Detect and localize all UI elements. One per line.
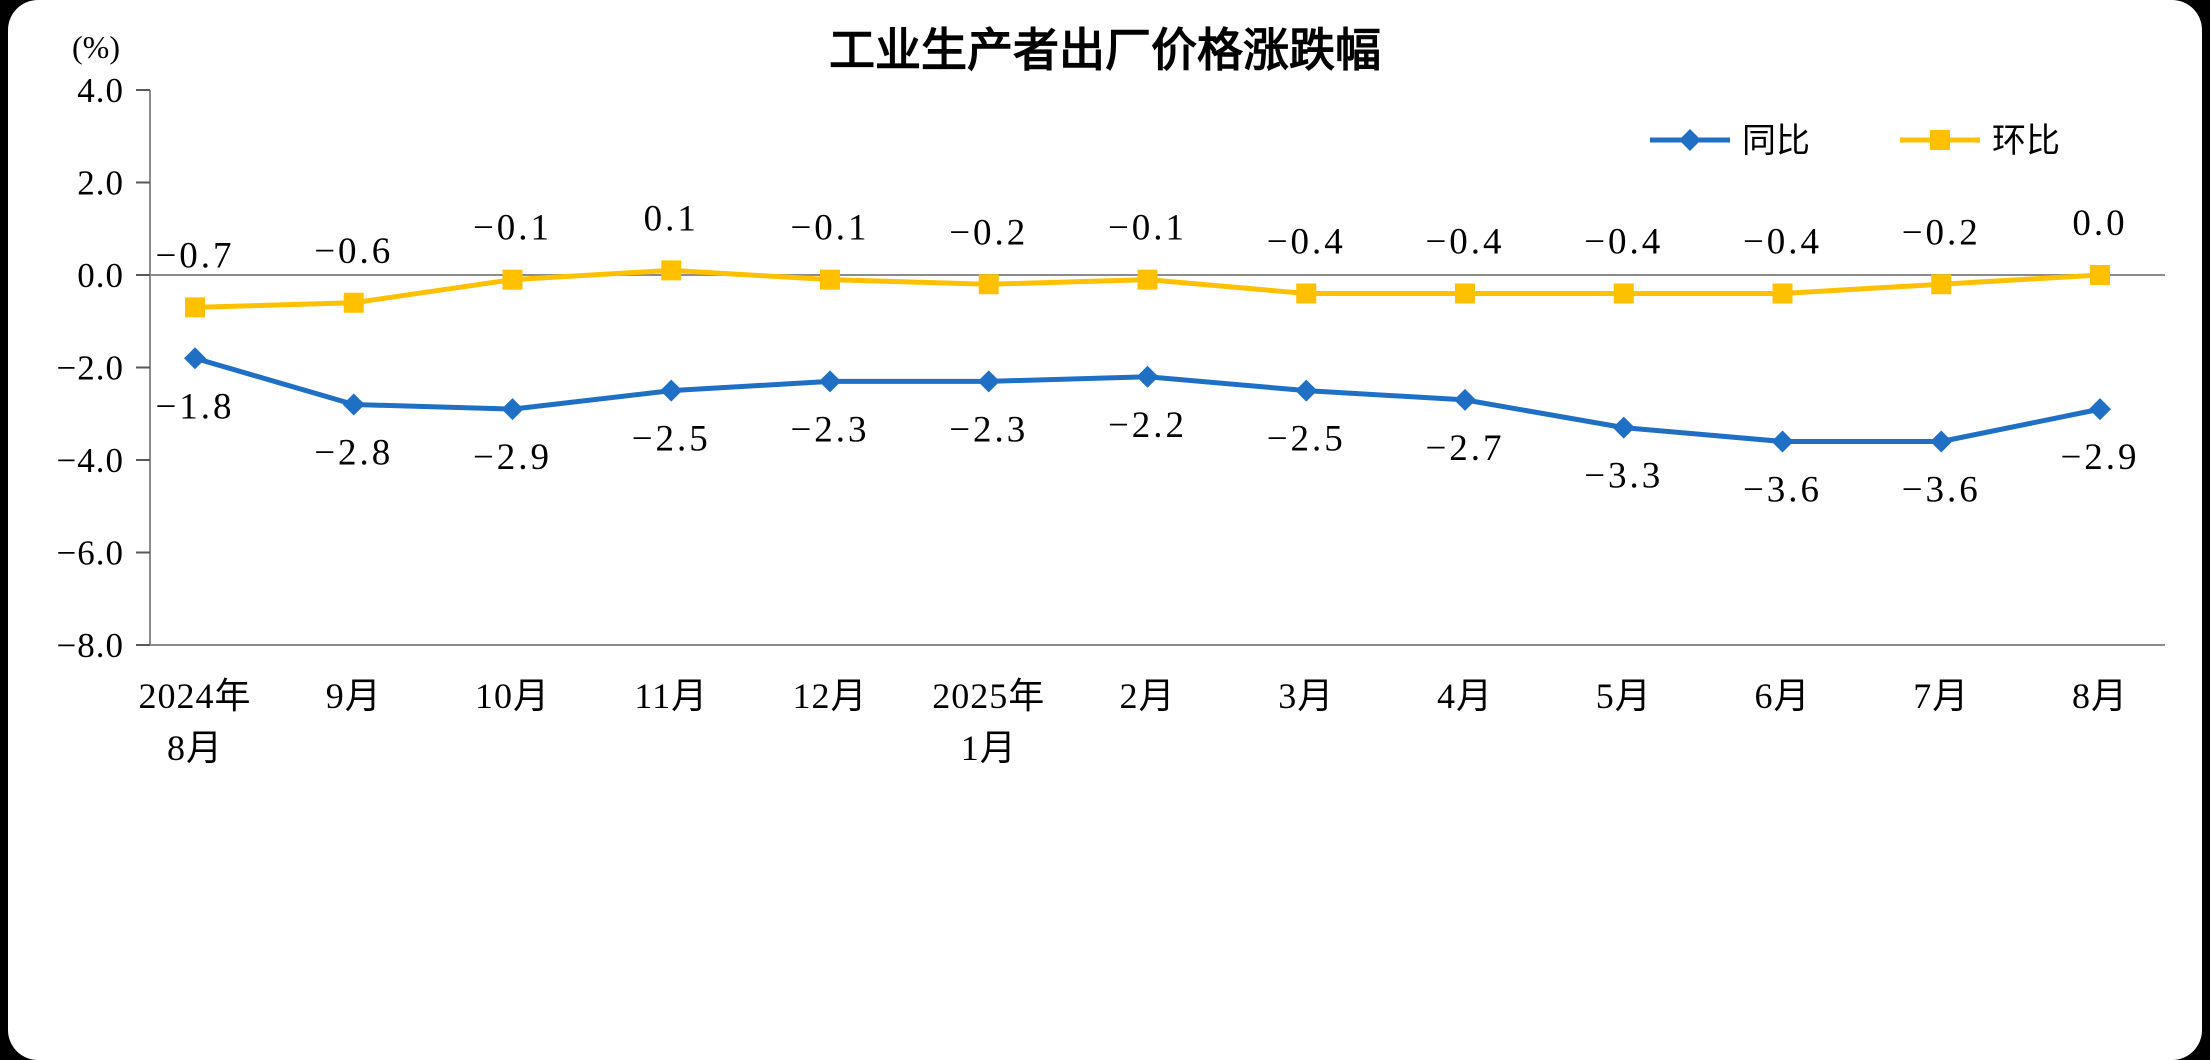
data-label-yoy: −3.6 xyxy=(1743,470,1822,511)
data-label-mom: −0.4 xyxy=(1425,222,1504,263)
x-axis-label: 2024年 xyxy=(138,676,251,716)
marker-diamond xyxy=(660,379,683,402)
y-tick-label: −6.0 xyxy=(57,534,125,573)
marker-square xyxy=(1772,283,1793,304)
series-lines xyxy=(184,260,2111,453)
marker-diamond xyxy=(501,398,524,421)
marker-square xyxy=(1455,283,1475,304)
y-tick-label: −8.0 xyxy=(57,626,125,665)
marker-diamond xyxy=(1295,379,1318,402)
marker-square xyxy=(820,269,840,290)
x-axis-label: 11月 xyxy=(634,676,708,716)
marker-diamond xyxy=(1136,365,1159,388)
data-label-yoy: −2.7 xyxy=(1425,428,1504,469)
marker-diamond xyxy=(1612,416,1635,439)
chart-legend: 同比 环比 xyxy=(1650,122,2060,160)
x-axis-label: 5月 xyxy=(1596,676,1652,716)
marker-square xyxy=(978,274,999,295)
data-label-yoy: −1.8 xyxy=(155,386,234,427)
y-axis-unit-label: (%) xyxy=(72,29,120,65)
x-axis-label: 7月 xyxy=(1913,676,1969,716)
data-label-yoy: −2.5 xyxy=(1267,419,1346,460)
marker-diamond xyxy=(2089,398,2111,421)
marker-diamond xyxy=(1679,129,1701,151)
x-axis-label: 9月 xyxy=(326,676,382,716)
marker-square xyxy=(1613,283,1634,304)
axes: 4.0 2.0 0.0 −2.0 −4.0 −6.0 −8.0 xyxy=(57,71,2165,665)
x-axis-labels: 2024年 8月 9月 10月 11月 12月 2025年 1月 2月 3月 4月 5月 6月 7月 8月 xyxy=(138,676,2128,768)
marker-diamond xyxy=(342,393,365,416)
data-label-yoy: −3.3 xyxy=(1584,456,1663,497)
marker-square xyxy=(661,260,682,281)
marker-square xyxy=(185,297,205,318)
x-axis-label: 2025年 xyxy=(932,676,1045,716)
x-axis-label: 12月 xyxy=(792,676,867,716)
marker-square xyxy=(502,269,523,290)
marker-square xyxy=(1137,269,1158,290)
marker-square xyxy=(1931,274,1952,295)
x-axis-label: 10月 xyxy=(475,676,550,716)
data-label-mom: −0.7 xyxy=(155,235,234,276)
chart-panel xyxy=(8,0,2202,1060)
data-label-yoy: −2.8 xyxy=(314,433,393,474)
data-label-mom: −0.1 xyxy=(473,208,552,249)
data-label-mom: 0.1 xyxy=(644,198,699,239)
data-labels: −1.8 −2.8 −2.9 −2.5 −2.3 −2.3 −2.2 −2.5 −2.7 −3.3… xyxy=(155,198,2139,511)
data-label-mom: −0.1 xyxy=(1108,208,1187,249)
x-axis-label: 1月 xyxy=(961,728,1017,768)
data-label-mom: −0.6 xyxy=(314,231,393,272)
x-axis-label: 2月 xyxy=(1119,676,1175,716)
data-label-yoy: −2.9 xyxy=(473,437,552,478)
y-tick-label: −2.0 xyxy=(57,349,125,388)
data-label-mom: −0.4 xyxy=(1743,222,1822,263)
legend-label-mom: 环比 xyxy=(1992,122,2060,160)
x-axis-label: 3月 xyxy=(1278,676,1334,716)
y-tick-label: 0.0 xyxy=(77,256,124,295)
data-label-mom: 0.0 xyxy=(2072,203,2127,244)
marker-square xyxy=(1930,130,1950,150)
marker-diamond xyxy=(1771,430,1794,453)
marker-diamond xyxy=(1454,388,1476,411)
data-label-yoy: −2.5 xyxy=(632,419,711,460)
marker-diamond xyxy=(1930,430,1953,453)
data-label-mom: −0.2 xyxy=(949,212,1028,253)
data-label-yoy: −2.3 xyxy=(949,409,1028,450)
marker-diamond xyxy=(977,370,1000,393)
marker-square xyxy=(2090,265,2110,285)
x-axis-label: 8月 xyxy=(2072,676,2128,716)
marker-diamond xyxy=(819,370,841,393)
data-label-yoy: −3.6 xyxy=(1902,470,1981,511)
marker-square xyxy=(1296,283,1317,304)
y-tick-label: 2.0 xyxy=(77,164,124,203)
data-label-mom: −0.4 xyxy=(1267,222,1346,263)
y-tick-label: −4.0 xyxy=(57,441,125,480)
x-axis-label: 6月 xyxy=(1754,676,1810,716)
data-label-yoy: −2.3 xyxy=(790,409,869,450)
chart-title: 工业生产者出厂价格涨跌幅 xyxy=(829,24,1381,76)
data-label-mom: −0.2 xyxy=(1902,212,1981,253)
x-axis-label: 4月 xyxy=(1437,676,1493,716)
data-label-mom: −0.4 xyxy=(1584,222,1663,263)
marker-diamond xyxy=(184,347,206,370)
legend-label-yoy: 同比 xyxy=(1742,122,1810,160)
data-label-mom: −0.1 xyxy=(790,208,869,249)
x-axis-label: 8月 xyxy=(167,728,223,768)
y-tick-label: 4.0 xyxy=(77,71,124,110)
data-label-yoy: −2.2 xyxy=(1108,405,1187,446)
data-label-yoy: −2.9 xyxy=(2060,437,2139,478)
marker-square xyxy=(343,292,364,313)
